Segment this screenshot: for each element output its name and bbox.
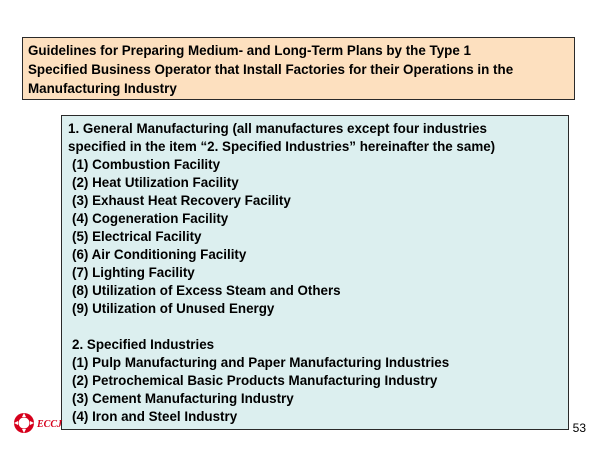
logo-inner: [18, 417, 30, 429]
eccj-logo-icon: ECCJ: [14, 413, 63, 433]
list-item: (5) Electrical Facility: [72, 229, 202, 244]
page-number: 53: [572, 421, 586, 435]
section1-heading-line: 1. General Manufacturing (all manufactur…: [68, 121, 487, 136]
list-item: (8) Utilization of Excess Steam and Othe…: [72, 283, 341, 298]
list-item: (3) Cement Manufacturing Industry: [72, 391, 294, 406]
list-item: (9) Utilization of Unused Energy: [72, 301, 275, 316]
list-item: (3) Exhaust Heat Recovery Facility: [72, 193, 291, 208]
list-item: (2) Heat Utilization Facility: [72, 175, 239, 190]
list-item: (4) Iron and Steel Industry: [72, 409, 238, 424]
list-item: (7) Lighting Facility: [72, 265, 195, 280]
list-item: (6) Air Conditioning Facility: [72, 247, 247, 262]
list-item: (2) Petrochemical Basic Products Manufac…: [72, 373, 438, 388]
title-line: Manufacturing Industry: [28, 81, 177, 96]
logo-text: ECCJ: [36, 419, 63, 430]
list-item: (4) Cogeneration Facility: [72, 211, 229, 226]
title-line: Guidelines for Preparing Medium- and Lon…: [28, 43, 471, 58]
slide-title: Guidelines for Preparing Medium- and Lon…: [22, 37, 575, 100]
section-spacer: [68, 318, 562, 336]
list-item: (1) Combustion Facility: [72, 157, 221, 172]
section2-heading: 2. Specified Industries: [72, 337, 215, 352]
eccj-logo: ECCJ: [12, 408, 68, 438]
logo-marks: [14, 413, 34, 433]
section1-heading-line: specified in the item “2. Specified Indu…: [68, 139, 496, 154]
list-item: (1) Pulp Manufacturing and Paper Manufac…: [72, 355, 450, 370]
title-line: Specified Business Operator that Install…: [28, 62, 514, 77]
content-list: 1. General Manufacturing (all manufactur…: [61, 115, 569, 430]
